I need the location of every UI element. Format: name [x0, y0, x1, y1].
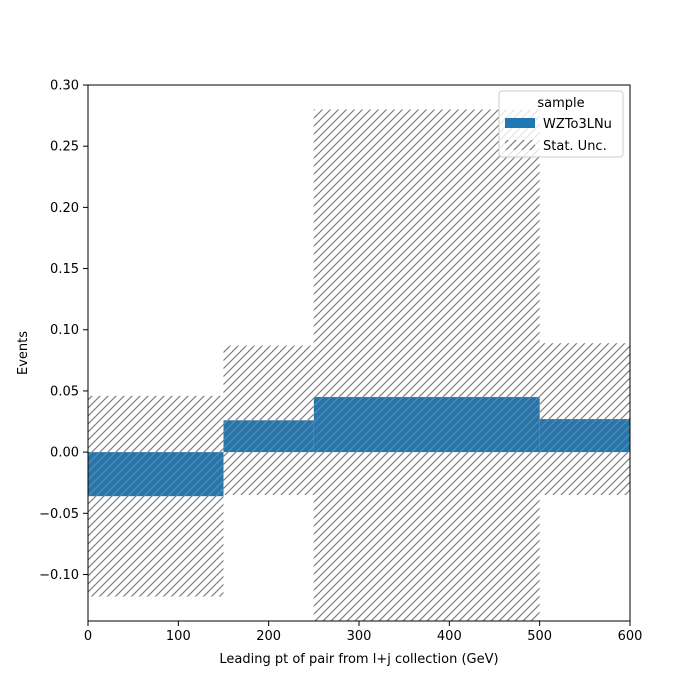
- y-tick-label-2: 0.00: [50, 446, 79, 461]
- y-tick-label-3: 0.05: [50, 384, 79, 399]
- y-axis-label: Events: [16, 331, 31, 375]
- legend: sample WZTo3LNu Stat. Unc.: [498, 90, 624, 158]
- x-tick-label-5: 500: [527, 629, 552, 644]
- x-axis-label: Leading pt of pair from l+j collection (…: [219, 652, 498, 667]
- x-axis-ticks: 0 100 200 300 400 500 600: [84, 621, 643, 644]
- x-tick-label-6: 600: [618, 629, 643, 644]
- uncertainty-bands: [88, 109, 630, 621]
- x-tick-label-1: 100: [166, 629, 191, 644]
- legend-title: sample: [537, 96, 584, 111]
- legend-label-stat-unc: Stat. Unc.: [543, 139, 607, 154]
- y-tick-label-4: 0.10: [50, 323, 79, 338]
- legend-swatch-stat-unc: [505, 140, 535, 150]
- y-tick-label-1: −0.05: [39, 507, 79, 522]
- x-tick-label-3: 300: [347, 629, 372, 644]
- y-tick-label-5: 0.15: [50, 262, 79, 277]
- uncertainty-band-3: [539, 343, 630, 495]
- y-tick-label-0: −0.10: [39, 568, 79, 583]
- y-tick-label-6: 0.20: [50, 201, 79, 216]
- y-tick-label-7: 0.25: [50, 140, 79, 155]
- uncertainty-band-0: [88, 395, 224, 597]
- y-tick-label-8: 0.30: [50, 79, 79, 94]
- x-tick-label-4: 400: [437, 629, 462, 644]
- x-tick-label-0: 0: [84, 629, 92, 644]
- legend-label-wzto3lnu: WZTo3LNu: [543, 117, 612, 132]
- x-tick-label-2: 200: [256, 629, 281, 644]
- uncertainty-band-1: [223, 345, 314, 495]
- uncertainty-band-2: [313, 109, 540, 621]
- legend-swatch-wzto3lnu: [505, 118, 535, 128]
- y-axis-ticks: −0.10 −0.05 0.00 0.05 0.10 0.15 0.20 0.25 0.30: [39, 79, 88, 583]
